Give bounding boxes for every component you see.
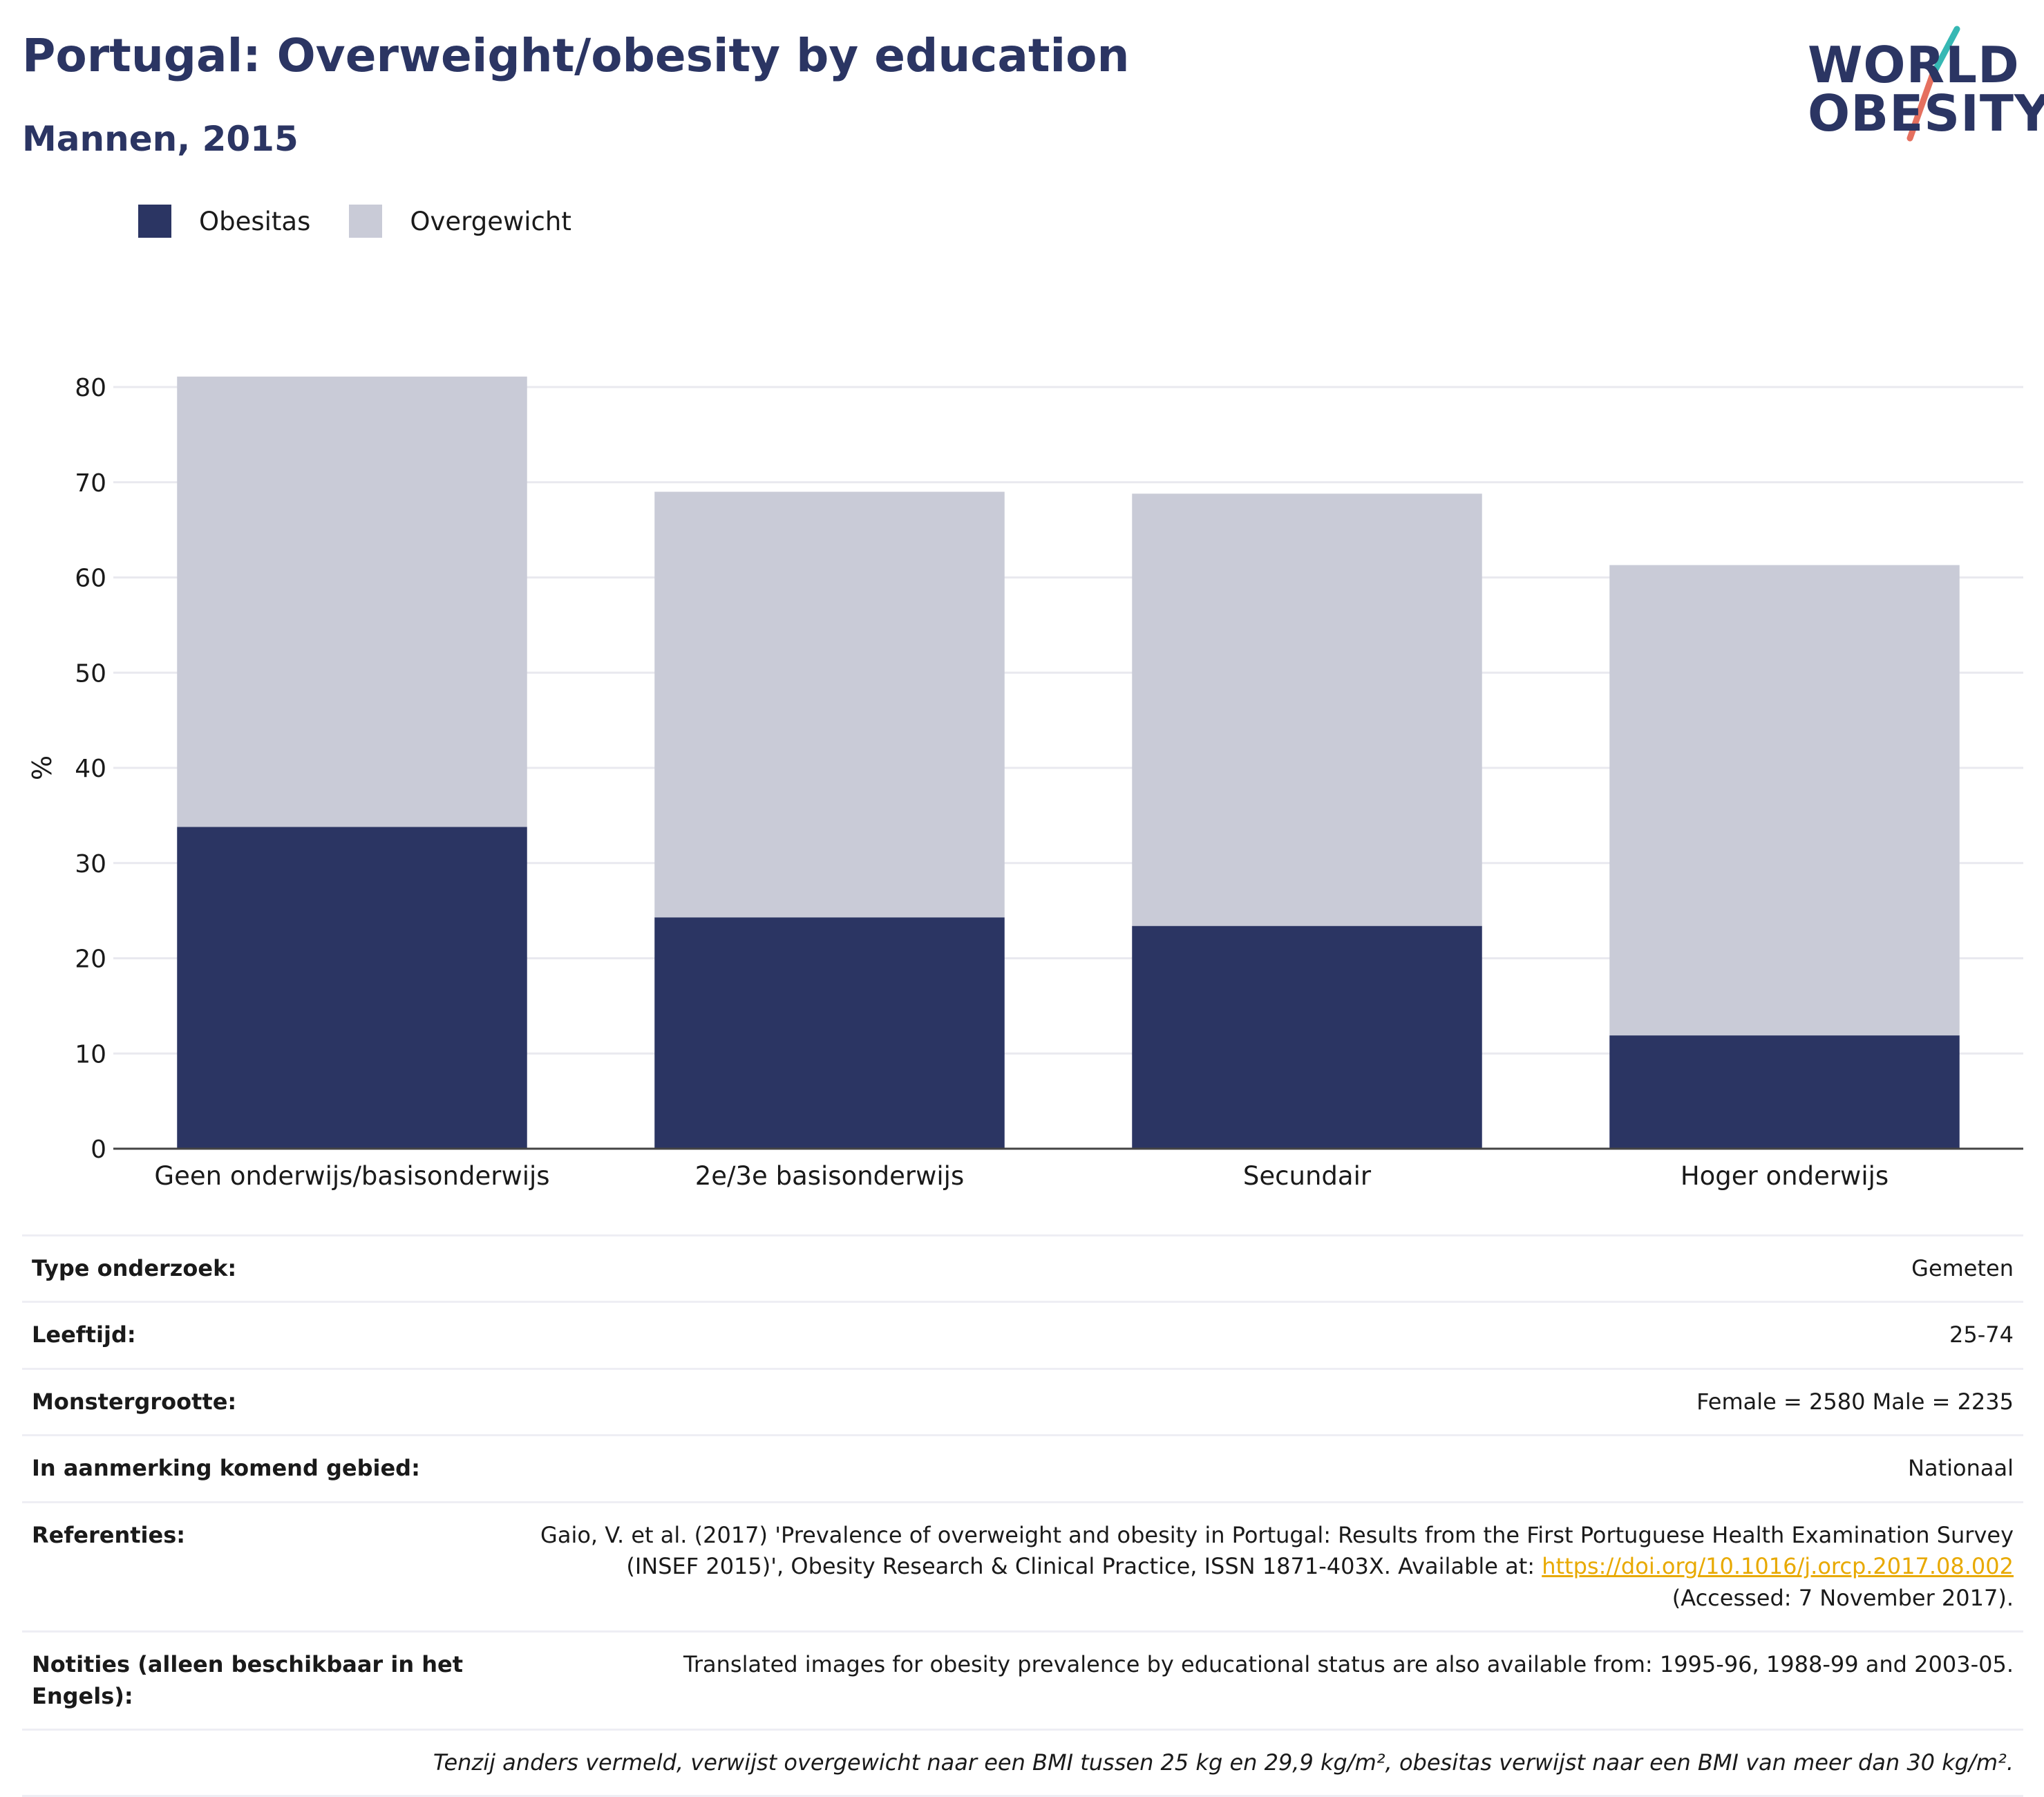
info-row-references: Referenties: Gaio, V. et al. (2017) 'Pre… <box>22 1500 2023 1632</box>
info-row-footnote: Tenzij anders vermeld, verwijst overgewi… <box>22 1728 2023 1797</box>
chart-subtitle: Mannen, 2015 <box>22 119 299 159</box>
y-tick-label: 30 <box>75 850 106 878</box>
info-value: Gemeten <box>484 1234 2023 1302</box>
info-label: Type onderzoek: <box>22 1234 484 1302</box>
x-tick-label: Geen onderwijs/basisonderwijs <box>154 1161 549 1191</box>
y-tick-label: 10 <box>75 1040 106 1069</box>
y-tick-label: 20 <box>75 945 106 974</box>
y-tick-label: 50 <box>75 659 106 688</box>
bar-obesitas-3 <box>1609 1035 1960 1149</box>
bar-overgewicht-0 <box>177 376 527 827</box>
legend-label-overgewicht: Overgewicht <box>410 206 571 236</box>
reference-line-3: (Accessed: 7 November 2017). <box>1672 1584 2014 1611</box>
legend-item-overgewicht[interactable]: Overgewicht <box>349 205 571 238</box>
reference-line-2: (INSEF 2015)', Obesity Research & Clinic… <box>626 1553 1542 1580</box>
legend-item-obesitas[interactable]: Obesitas <box>138 205 310 238</box>
info-row-area: In aanmerking komend gebied: Nationaal <box>22 1434 2023 1503</box>
info-value: Female = 2580 Male = 2235 <box>484 1367 2023 1436</box>
info-value: 25-74 <box>484 1301 2023 1369</box>
info-row-notes: Notities (alleen beschikbaar in het Enge… <box>22 1630 2023 1730</box>
info-value: Nationaal <box>484 1434 2023 1503</box>
y-tick-label: 40 <box>75 755 106 783</box>
reference-doi-link[interactable]: https://doi.org/10.1016/j.orcp.2017.08.0… <box>1542 1553 2014 1580</box>
y-tick-label: 60 <box>75 565 106 593</box>
info-row-type: Type onderzoek: Gemeten <box>22 1234 2023 1302</box>
y-tick-label: 80 <box>75 374 106 402</box>
x-tick-label: Hoger onderwijs <box>1681 1161 1889 1191</box>
y-axis-label: % <box>27 755 57 780</box>
world-obesity-logo: WORLD OBESITY <box>1797 19 2044 144</box>
info-row-sample-size: Monstergrootte: Female = 2580 Male = 223… <box>22 1367 2023 1436</box>
reference-line-1: Gaio, V. et al. (2017) 'Prevalence of ov… <box>540 1521 2014 1548</box>
info-label: Monstergrootte: <box>22 1367 484 1436</box>
legend-swatch-obesitas <box>138 205 171 238</box>
bar-overgewicht-3 <box>1609 565 1960 1036</box>
y-tick-label: 0 <box>91 1136 106 1164</box>
logo-slash-icon <box>1906 26 1960 142</box>
info-value: Translated images for obesity prevalence… <box>484 1630 2023 1730</box>
info-row-age: Leeftijd: 25-74 <box>22 1301 2023 1369</box>
bar-obesitas-2 <box>1132 925 1482 1149</box>
chart-legend: Obesitas Overgewicht <box>138 205 610 238</box>
chart-title: Portugal: Overweight/obesity by educatio… <box>22 29 1130 82</box>
x-tick-label: 2e/3e basisonderwijs <box>695 1161 964 1191</box>
bar-obesitas-0 <box>177 827 527 1149</box>
logo-text-world: WORLD <box>1808 36 2020 94</box>
info-label: Notities (alleen beschikbaar in het Enge… <box>22 1630 484 1730</box>
logo-text-obesity: OBESITY <box>1808 84 2044 142</box>
y-tick-label: 70 <box>75 469 106 498</box>
bar-overgewicht-1 <box>654 491 1005 918</box>
legend-swatch-overgewicht <box>349 205 383 238</box>
bar-overgewicht-2 <box>1132 493 1482 926</box>
stacked-bar-chart: 0 10 20 30 40 50 60 70 80% Geen onderwijs/basison… <box>27 374 2023 1191</box>
legend-label-obesitas: Obesitas <box>199 206 311 236</box>
bar-obesitas-1 <box>654 917 1005 1149</box>
info-label: Referenties: <box>22 1500 484 1632</box>
references-value: Gaio, V. et al. (2017) 'Prevalence of ov… <box>484 1500 2023 1632</box>
info-label: Leeftijd: <box>22 1301 484 1369</box>
x-tick-label: Secundair <box>1243 1161 1372 1191</box>
metadata-table: Type onderzoek: Gemeten Leeftijd: 25-74 … <box>22 1234 2023 1797</box>
bmi-footnote: Tenzij anders vermeld, verwijst overgewi… <box>22 1728 2023 1797</box>
info-label: In aanmerking komend gebied: <box>22 1434 484 1503</box>
